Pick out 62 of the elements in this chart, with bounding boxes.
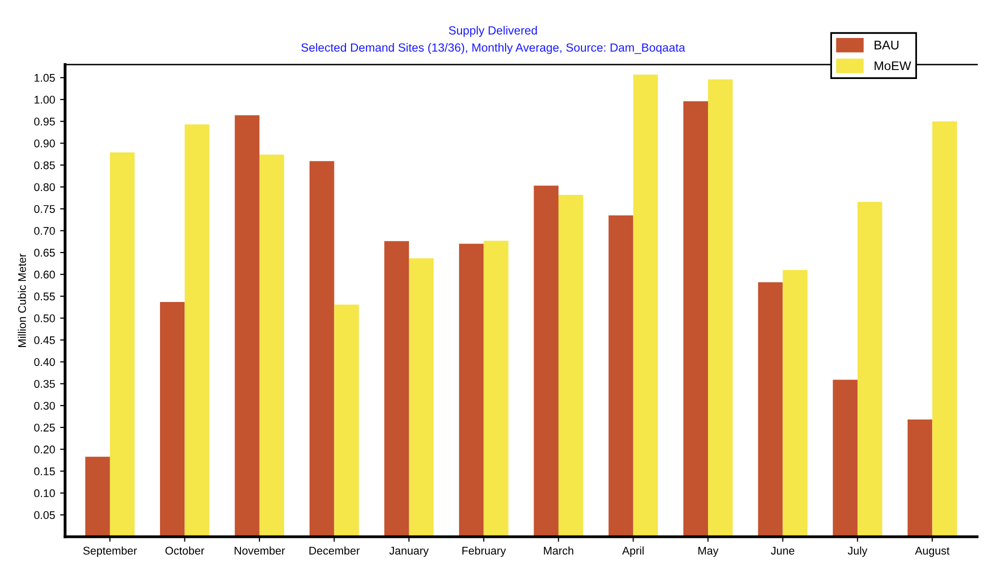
y-tick-label: 0.60: [34, 270, 55, 279]
bar: [184, 124, 210, 537]
bar: [633, 74, 658, 537]
bar: [310, 161, 334, 537]
x-tick-label: March: [544, 546, 574, 555]
x-tick-label: September: [83, 546, 137, 557]
bar: [858, 202, 882, 537]
bar: [160, 302, 185, 537]
y-tick-label: 0.20: [34, 446, 55, 454]
bar: [534, 186, 558, 537]
y-tick-label: 0.15: [34, 467, 55, 476]
bar: [832, 380, 858, 537]
x-tick-label: October: [165, 546, 204, 555]
bar: [334, 304, 359, 537]
bar: [708, 79, 733, 537]
x-tick-label: August: [915, 546, 950, 557]
bar: [782, 270, 808, 537]
y-tick-label: 1.00: [34, 96, 55, 104]
y-tick-label: 0.55: [34, 292, 55, 300]
bar: [608, 215, 634, 537]
y-tick-label: 0.30: [34, 402, 55, 410]
bar: [558, 194, 584, 537]
y-tick-label: 0.70: [34, 226, 55, 235]
bar: [932, 121, 957, 537]
y-tick-label: 1.05: [34, 74, 55, 82]
x-tick-label: May: [698, 546, 718, 557]
bar: [384, 241, 409, 537]
y-tick-label: 0.35: [34, 380, 55, 388]
x-tick-label: July: [848, 546, 868, 557]
bar: [110, 152, 135, 537]
x-tick-label: April: [622, 546, 644, 557]
x-tick-label: June: [770, 546, 794, 555]
y-tick-label: 0.25: [34, 424, 55, 432]
x-tick-label: February: [462, 546, 506, 557]
legend-label: BAU: [874, 40, 898, 50]
bar: [85, 456, 110, 537]
y-tick-label: 0.05: [34, 511, 55, 520]
x-tick-label: December: [309, 546, 360, 555]
bar: [484, 240, 508, 537]
y-tick-label: 0.95: [34, 118, 55, 126]
y-tick-label: 0.80: [34, 183, 55, 192]
y-tick-label: 0.40: [34, 358, 55, 366]
chart-subtitle: Selected Demand Sites (13/36), Monthly Average, Source: Dam_Boqaata: [301, 43, 686, 54]
bar: [459, 244, 484, 537]
bar: [234, 115, 260, 537]
y-tick-label: 0.85: [34, 161, 55, 170]
y-tick-label: 0.50: [34, 314, 55, 322]
x-tick-label: November: [234, 546, 285, 555]
y-tick-label: 0.75: [34, 205, 55, 213]
y-axis-title: Million Cubic Meter: [18, 254, 26, 347]
bar: [683, 101, 708, 537]
bar: [758, 282, 783, 537]
y-tick-label: 0.65: [34, 248, 55, 257]
y-tick-label: 0.90: [34, 139, 55, 148]
bar: [408, 258, 434, 537]
y-tick-label: 0.10: [34, 489, 55, 498]
bar: [908, 420, 932, 537]
bar: [259, 154, 284, 537]
y-tick-label: 0.45: [34, 336, 55, 344]
legend-label: MoEW: [874, 61, 912, 70]
x-tick-label: January: [389, 546, 429, 557]
chart-title: Supply Delivered: [448, 26, 537, 37]
